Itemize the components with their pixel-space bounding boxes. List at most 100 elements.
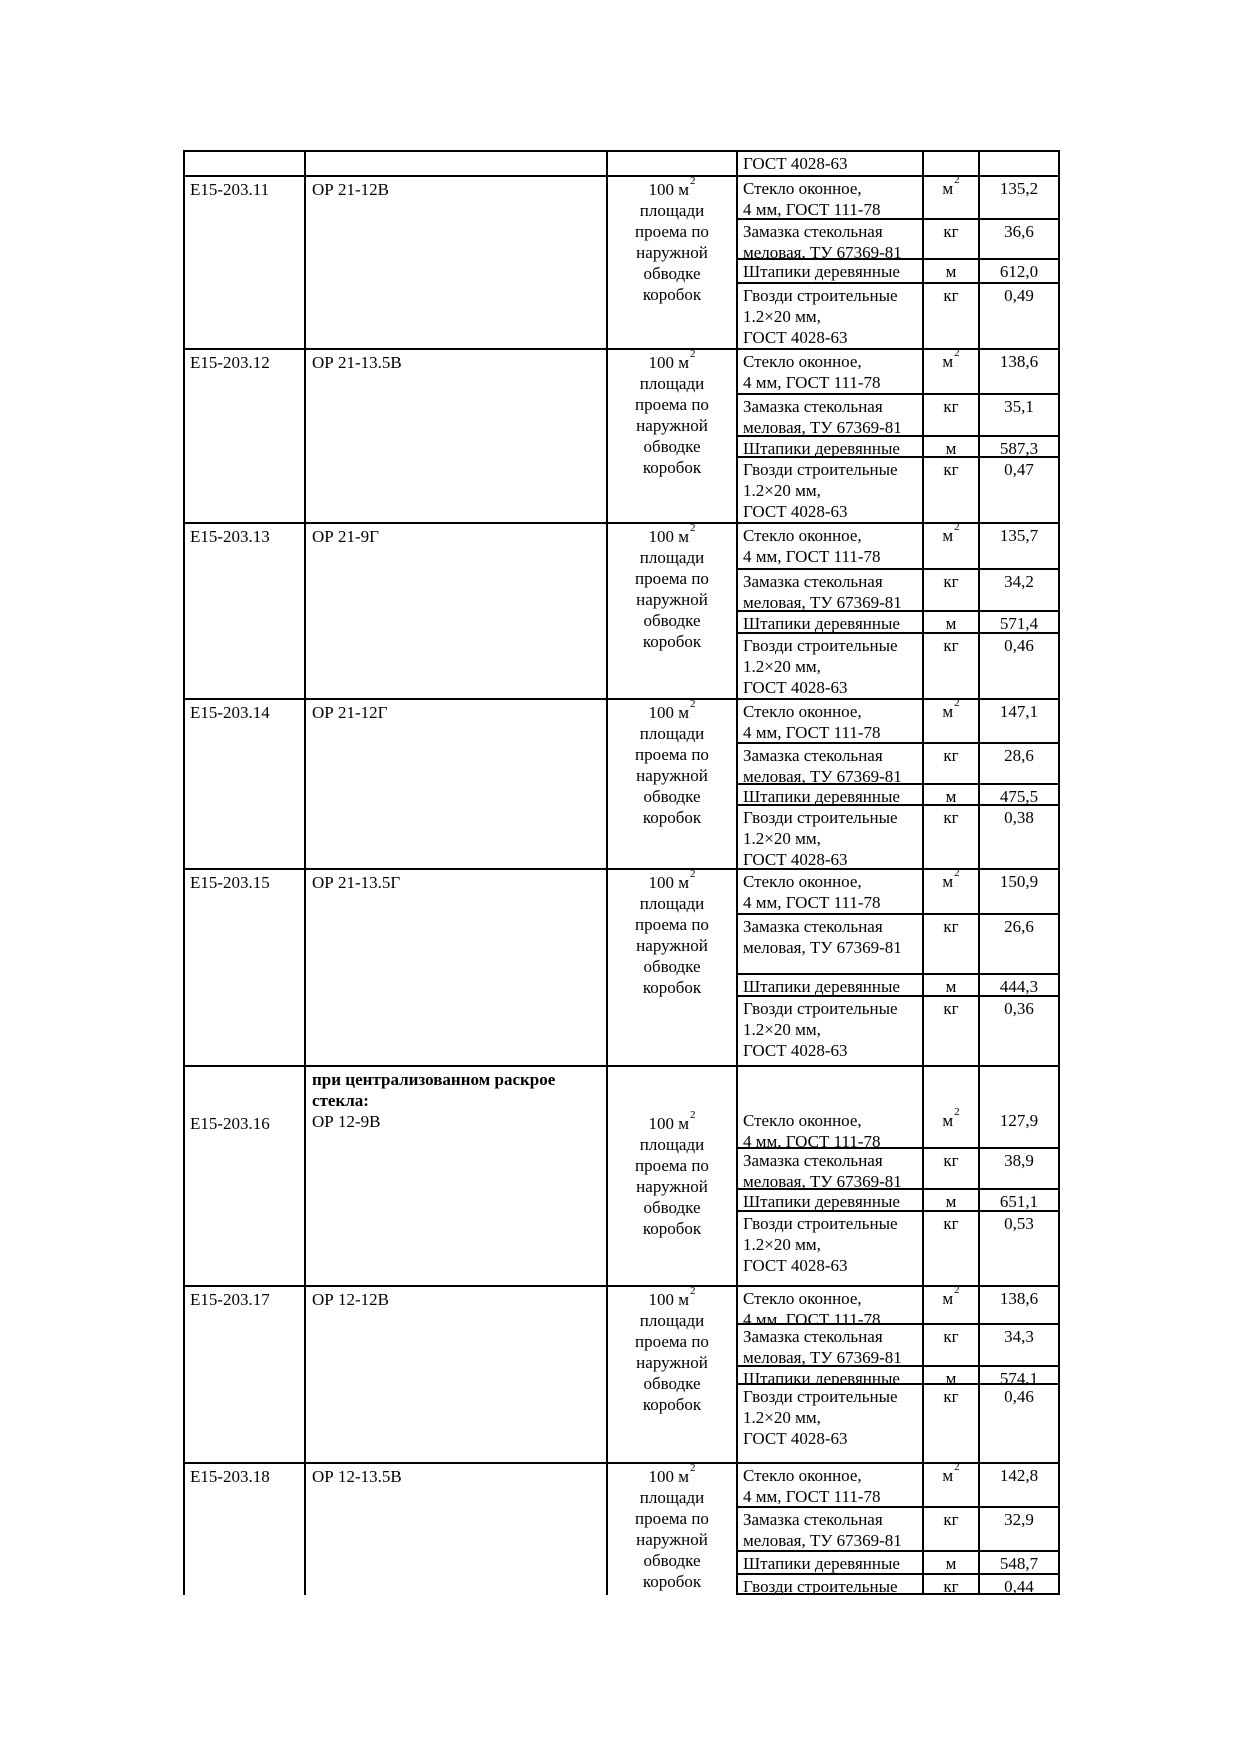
unit-description-line: коробок [642, 632, 702, 651]
material-name: Штапики деревянные [738, 975, 924, 995]
material-row: Гвозди строительные 1.2×20 мм, ГОСТ 4028-6… [738, 458, 1058, 522]
material-name: Штапики деревянные [738, 1552, 924, 1573]
material-unit: м [924, 1552, 980, 1573]
material-name: Стекло оконное, 4 мм, ГОСТ 111-78 [738, 1067, 924, 1147]
material-unit: м2 [924, 870, 980, 913]
material-row: Штапики деревянные м 475,5 [738, 784, 1058, 806]
material-name-line: 4 мм, ГОСТ 111-78 [743, 893, 881, 912]
unit-description-line: 100 м2 [648, 1464, 696, 1486]
superscript-2: 2 [690, 700, 696, 711]
table-row: Е15-203.13 ОР 21-9Г 100 м2 площади проема по… [185, 524, 1058, 700]
material-unit: кг [924, 634, 980, 698]
material-quantity: 138,6 [999, 1289, 1039, 1308]
material-name: Штапики деревянные [738, 436, 924, 458]
unit-description-line: наружной [636, 243, 708, 262]
material-row: Штапики деревянные м 571,4 [738, 612, 1058, 634]
material-quantity: 150,9 [999, 872, 1039, 891]
row-name: ОР 12-9В [312, 1112, 381, 1131]
material-quantity: 0,49 [1004, 286, 1034, 305]
material-name: Гвозди строительные 1.2×20 мм, ГОСТ 4028-6… [738, 1212, 924, 1285]
material-row: Гвозди строительные 1.2×20 мм, ГОСТ 4028-6… [738, 805, 1058, 868]
row-name: ОР 21-9Г [312, 527, 379, 546]
row-code-cell: Е15-203.13 [185, 524, 306, 698]
material-name-line: 4 мм, ГОСТ 111-78 [743, 1132, 881, 1149]
material-name: Стекло оконное, 4 мм, ГОСТ 111-78 [738, 350, 924, 393]
material-row: Штапики деревянные м 444,3 [738, 975, 1058, 997]
estimate-norms-table: ГОСТ 4028-63 Е15-203.11 ОР 21-12В 100 м2 пло… [183, 150, 1060, 1595]
material-name-line: Гвозди строительные [743, 460, 898, 480]
material-unit: м2 [924, 1287, 980, 1323]
materials-column: Стекло оконное, 4 мм, ГОСТ 111-78 м2 127,9 З… [738, 1067, 1058, 1285]
material-name-line: Стекло оконное, [743, 1111, 862, 1130]
material-quantity: 587,3 [999, 438, 1039, 458]
material-row: Замазка стекольная меловая, ТУ 67369-81 кг… [738, 394, 1058, 437]
material-quantity: 138,6 [999, 352, 1039, 371]
material-row: Гвозди строительные 1.2×20 мм, ГОСТ 4028-6… [738, 1385, 1058, 1462]
row-code-cell: Е15-203.16 [185, 1067, 306, 1285]
material-name-line: 4 мм, ГОСТ 111-78 [743, 1310, 881, 1325]
material-name-line: Штапики деревянные [743, 1554, 900, 1573]
unit-description-line: коробок [642, 1572, 702, 1591]
row-code-cell [185, 152, 306, 175]
material-name-line: 1.2×20 мм, [743, 1408, 821, 1427]
material-name-line: меловая, ТУ 67369-81 [743, 1172, 902, 1190]
material-quantity [980, 152, 1058, 175]
material-name: Гвозди строительные 1.2×20 мм, ГОСТ 4028-6… [738, 458, 924, 522]
material-name-line: ГОСТ 4028-63 [743, 678, 848, 697]
row-code: Е15-203.18 [190, 1467, 270, 1486]
material-name-line: Штапики деревянные [743, 614, 900, 633]
material-name-line: Замазка стекольная [743, 1151, 883, 1170]
materials-column: ГОСТ 4028-63 [738, 152, 1058, 175]
material-name-line: 4 мм, ГОСТ 111-78 [743, 373, 881, 392]
material-row: Стекло оконное, 4 мм, ГОСТ 111-78 м2 142,8 [738, 1464, 1058, 1508]
material-name-line: Стекло оконное, [743, 179, 862, 198]
material-unit: кг [924, 1212, 980, 1285]
material-name: Замазка стекольная меловая, ТУ 67369-81 [738, 915, 924, 973]
material-quantity: 28,6 [1004, 745, 1034, 765]
material-unit: кг [924, 284, 980, 348]
superscript-2: 2 [954, 177, 960, 187]
material-quantity: 0,36 [1004, 999, 1034, 1018]
material-name: Штапики деревянные [738, 260, 924, 282]
unit-description-line: обводке [643, 264, 701, 283]
material-name-line: ГОСТ 4028-63 [743, 1429, 848, 1448]
material-unit [924, 152, 980, 175]
material-row: Гвозди строительные 1.2×20 мм, ГОСТ 4028-6… [738, 284, 1058, 348]
row-name-cell: ОР 21-12Г [306, 700, 608, 868]
material-quantity: 147,1 [999, 702, 1039, 721]
row-code: Е15-203.12 [190, 353, 270, 372]
material-unit: кг [924, 1325, 980, 1365]
material-name-line: Замазка стекольная [743, 572, 883, 591]
material-unit: м2 [924, 177, 980, 218]
material-row: Штапики деревянные м 548,7 [738, 1552, 1058, 1575]
superscript-2: 2 [954, 350, 960, 360]
unit-description-line: обводке [643, 787, 701, 806]
material-name-line: 1.2×20 мм, [743, 481, 821, 501]
table-row: Е15-203.12 ОР 21-13.5В 100 м2 площади проема… [185, 350, 1058, 524]
material-name-line: Штапики деревянные [743, 438, 900, 458]
row-code-cell: Е15-203.17 [185, 1287, 306, 1462]
unit-description-cell: 100 м2 площади проема по наружной обводке кор… [608, 177, 738, 348]
material-name: Замазка стекольная меловая, ТУ 67369-81 [738, 1149, 924, 1188]
unit-description-cell: 100 м2 площади проема по наружной обводке кор… [608, 350, 738, 522]
material-name-line: Штапики деревянные [743, 262, 900, 281]
superscript-2: 2 [954, 1287, 960, 1297]
superscript-2: 2 [954, 870, 960, 880]
unit-description-line: площади [639, 1488, 705, 1507]
material-unit: м2 [924, 700, 980, 742]
material-unit: кг [924, 220, 980, 258]
material-name: Гвозди строительные 1.2×20 мм, ГОСТ 4028-6… [738, 634, 924, 698]
material-unit: м [924, 612, 980, 632]
material-quantity: 38,9 [1004, 1151, 1034, 1170]
material-name-line: Гвозди строительные [743, 636, 898, 655]
row-name-cell: ОР 12-13.5В [306, 1464, 608, 1595]
material-row: Замазка стекольная меловая, ТУ 67369-81 кг… [738, 743, 1058, 785]
material-quantity: 612,0 [999, 262, 1039, 281]
unit-description-line: наружной [636, 1353, 708, 1372]
unit-description-line: площади [639, 374, 705, 393]
material-row: Гвозди строительные кг 0,44 [738, 1575, 1058, 1595]
table-row: Е15-203.15 ОР 21-13.5Г 100 м2 площади проема… [185, 870, 1058, 1067]
unit-description-line: обводке [643, 1374, 701, 1393]
unit-description-line: наружной [636, 766, 708, 785]
material-name-line: Штапики деревянные [743, 1369, 900, 1385]
